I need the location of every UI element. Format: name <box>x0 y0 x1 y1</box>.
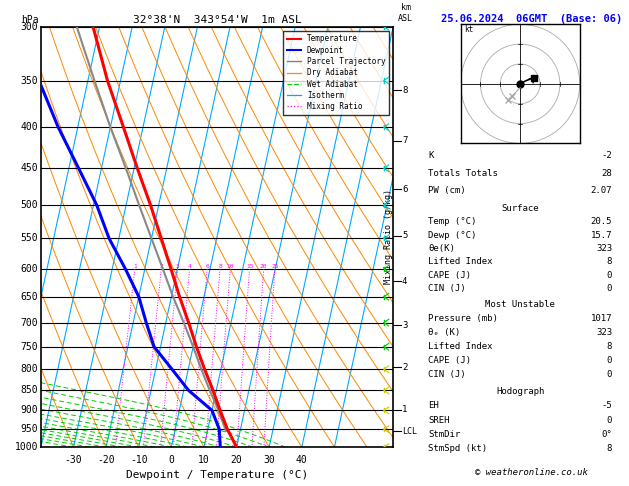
Text: 450: 450 <box>20 163 38 174</box>
Text: Temp (°C): Temp (°C) <box>428 217 477 226</box>
Text: 8: 8 <box>607 257 612 266</box>
Text: Dewpoint / Temperature (°C): Dewpoint / Temperature (°C) <box>126 470 308 480</box>
Text: 6: 6 <box>205 264 209 269</box>
Text: LCL: LCL <box>402 427 417 435</box>
Text: 8: 8 <box>218 264 222 269</box>
Text: 500: 500 <box>20 200 38 210</box>
Text: CIN (J): CIN (J) <box>428 370 466 380</box>
Text: 7: 7 <box>402 137 408 145</box>
Text: -20: -20 <box>97 455 115 465</box>
Text: 20: 20 <box>260 264 267 269</box>
Text: 25.06.2024  06GMT  (Base: 06): 25.06.2024 06GMT (Base: 06) <box>441 14 622 24</box>
Text: PW (cm): PW (cm) <box>428 186 466 195</box>
Text: 750: 750 <box>20 342 38 352</box>
Text: 32°38'N  343°54'W  1m ASL: 32°38'N 343°54'W 1m ASL <box>133 15 301 25</box>
Text: 700: 700 <box>20 317 38 328</box>
Text: -2: -2 <box>601 151 612 160</box>
Text: Totals Totals: Totals Totals <box>428 169 498 177</box>
Text: CAPE (J): CAPE (J) <box>428 356 471 365</box>
Text: 30: 30 <box>264 455 275 465</box>
Text: 0: 0 <box>607 416 612 425</box>
Text: 15.7: 15.7 <box>591 230 612 240</box>
Text: 1000: 1000 <box>14 442 38 452</box>
Text: Hodograph: Hodograph <box>496 387 544 396</box>
Text: 6: 6 <box>402 185 408 194</box>
Text: 8: 8 <box>402 86 408 95</box>
Text: 600: 600 <box>20 264 38 274</box>
Text: 3: 3 <box>175 264 179 269</box>
Text: 10: 10 <box>226 264 234 269</box>
Text: 28: 28 <box>601 169 612 177</box>
Text: 20.5: 20.5 <box>591 217 612 226</box>
Text: 8: 8 <box>607 444 612 453</box>
Text: 4: 4 <box>402 277 408 286</box>
Text: 4: 4 <box>188 264 192 269</box>
Text: 900: 900 <box>20 405 38 416</box>
Text: Lifted Index: Lifted Index <box>428 342 493 351</box>
Text: SREH: SREH <box>428 416 450 425</box>
Text: 2: 2 <box>402 363 408 371</box>
Text: θe(K): θe(K) <box>428 244 455 253</box>
Text: 2.07: 2.07 <box>591 186 612 195</box>
Text: 0: 0 <box>607 284 612 293</box>
Text: 550: 550 <box>20 233 38 243</box>
Text: 0: 0 <box>607 356 612 365</box>
Text: 5: 5 <box>402 231 408 240</box>
Text: 40: 40 <box>296 455 308 465</box>
Legend: Temperature, Dewpoint, Parcel Trajectory, Dry Adiabat, Wet Adiabat, Isotherm, Mi: Temperature, Dewpoint, Parcel Trajectory… <box>283 31 389 115</box>
Text: 1: 1 <box>133 264 136 269</box>
Text: 25: 25 <box>271 264 279 269</box>
Text: Mixing Ratio (g/kg): Mixing Ratio (g/kg) <box>384 190 393 284</box>
Text: 15: 15 <box>246 264 253 269</box>
Text: StmDir: StmDir <box>428 430 460 439</box>
Text: Pressure (mb): Pressure (mb) <box>428 314 498 323</box>
Text: 20: 20 <box>231 455 242 465</box>
Text: 323: 323 <box>596 244 612 253</box>
Text: EH: EH <box>428 401 439 410</box>
Text: CIN (J): CIN (J) <box>428 284 466 293</box>
Text: 0: 0 <box>607 271 612 279</box>
Text: 0: 0 <box>607 370 612 380</box>
Text: 323: 323 <box>596 328 612 337</box>
Text: -5: -5 <box>601 401 612 410</box>
Text: 800: 800 <box>20 364 38 374</box>
Text: 850: 850 <box>20 385 38 396</box>
Text: -30: -30 <box>65 455 82 465</box>
Text: 350: 350 <box>20 75 38 86</box>
Text: 650: 650 <box>20 292 38 302</box>
Text: © weatheronline.co.uk: © weatheronline.co.uk <box>475 468 588 477</box>
Text: Lifted Index: Lifted Index <box>428 257 493 266</box>
Text: 1017: 1017 <box>591 314 612 323</box>
Text: kt: kt <box>465 25 474 34</box>
Text: 400: 400 <box>20 122 38 132</box>
Text: Surface: Surface <box>501 204 539 213</box>
Text: K: K <box>428 151 433 160</box>
Text: 300: 300 <box>20 22 38 32</box>
Text: Dewp (°C): Dewp (°C) <box>428 230 477 240</box>
Text: hPa: hPa <box>21 15 39 25</box>
Text: Most Unstable: Most Unstable <box>485 300 555 309</box>
Text: 2: 2 <box>159 264 163 269</box>
Text: km
ASL: km ASL <box>398 3 413 22</box>
Text: 8: 8 <box>607 342 612 351</box>
Text: 10: 10 <box>198 455 210 465</box>
Text: -10: -10 <box>130 455 148 465</box>
Text: 0: 0 <box>169 455 174 465</box>
Text: 3: 3 <box>402 321 408 330</box>
Text: 0°: 0° <box>601 430 612 439</box>
Text: 1: 1 <box>402 405 408 414</box>
Text: StmSpd (kt): StmSpd (kt) <box>428 444 487 453</box>
Text: CAPE (J): CAPE (J) <box>428 271 471 279</box>
Text: 950: 950 <box>20 424 38 434</box>
Text: θₑ (K): θₑ (K) <box>428 328 460 337</box>
